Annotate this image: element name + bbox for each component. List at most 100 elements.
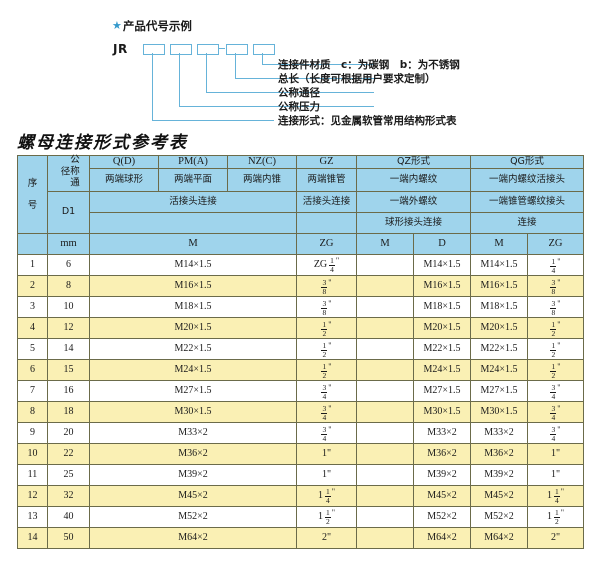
spec-table-body: 1 6 M14×1.5 ZG 1 4 " M14×1.5 M14×1.5 1 4 " 2 8 M16×1.5… xyxy=(17,254,584,550)
row-qz-m xyxy=(356,338,414,361)
row-qg-zg: 1 1 4 " xyxy=(527,485,584,508)
header-group-qd: Q(D) xyxy=(89,154,159,170)
row-merged-thread: M24×1.5 xyxy=(89,359,297,382)
header-conn-qpm-nz: 活接头连接 xyxy=(89,191,297,214)
header-group-pma: PM(A) xyxy=(158,154,228,170)
row-qg-zg: 1 1 2 " xyxy=(527,506,584,529)
table-row: 2 8 M16×1.5 3 8 " M16×1.5 M16×1.5 3 8 " xyxy=(17,275,584,298)
row-qg-zg: 1" xyxy=(527,464,584,487)
header-nominal-dia-label: 公称通径 xyxy=(58,154,80,189)
row-merged-thread: M16×1.5 xyxy=(89,275,297,298)
row-qz-m xyxy=(356,422,414,445)
product-code-diagram: ★产品代号示例 JR 连接件材质 c：为碳钢 b：为不锈钢 总长（长度可根据用户… xyxy=(0,0,600,128)
code-box-1 xyxy=(143,44,165,55)
row-nominal-dia: 12 xyxy=(47,317,90,340)
header-subconn-blank xyxy=(89,212,297,235)
row-nominal-dia: 22 xyxy=(47,443,90,466)
row-seq: 9 xyxy=(17,422,48,445)
header-unit-gz-zg: ZG xyxy=(296,233,357,256)
table-row: 14 50 M64×2 2" M64×2 M64×2 2" xyxy=(17,527,584,550)
leader-line-pressure-v xyxy=(179,53,180,106)
row-qz-m xyxy=(356,527,414,550)
code-box-5 xyxy=(253,44,275,55)
leader-line-material-h xyxy=(262,64,374,65)
header-seq: 序 号 xyxy=(17,154,48,235)
row-qg-zg: 1" xyxy=(527,443,584,466)
row-nominal-dia: 50 xyxy=(47,527,90,550)
row-merged-thread: M14×1.5 xyxy=(89,254,297,277)
page-title: 螺母连接形式参考表 xyxy=(17,133,188,153)
row-gz-zg: 1 2 " xyxy=(296,359,357,382)
row-qz-d: M30×1.5 xyxy=(413,401,471,424)
leader-line-pressure-h xyxy=(179,106,374,107)
row-qz-d: M20×1.5 xyxy=(413,317,471,340)
row-qg-zg: 3 8 " xyxy=(527,275,584,298)
product-code-prefix: JR xyxy=(113,42,128,56)
row-seq: 3 xyxy=(17,296,48,319)
table-row: 10 22 M36×2 1" M36×2 M36×2 1" xyxy=(17,443,584,466)
row-gz-zg: 1" xyxy=(296,464,357,487)
row-qg-zg: 1 4 " xyxy=(527,254,584,277)
leader-line-conn-form-v xyxy=(152,53,153,120)
row-qg-zg: 3 4 " xyxy=(527,401,584,424)
row-nominal-dia: 14 xyxy=(47,338,90,361)
row-gz-zg: 1" xyxy=(296,443,357,466)
row-merged-thread: M45×2 xyxy=(89,485,297,508)
header-group-qz: QZ形式 xyxy=(356,154,471,170)
product-code-heading-text: 产品代号示例 xyxy=(122,19,192,33)
header-row-subconn: 球形接头连接 连接 xyxy=(18,212,584,235)
row-qg-zg: 1 2 " xyxy=(527,359,584,382)
row-merged-thread: M52×2 xyxy=(89,506,297,529)
header-unit-qg-zg: ZG xyxy=(527,233,584,256)
row-qg-m: M18×1.5 xyxy=(470,296,528,319)
row-qz-m xyxy=(356,317,414,340)
header-seq-char2: 号 xyxy=(27,200,38,212)
row-qg-zg: 3 4 " xyxy=(527,422,584,445)
row-merged-thread: M33×2 xyxy=(89,422,297,445)
row-seq: 4 xyxy=(17,317,48,340)
row-qz-d: M24×1.5 xyxy=(413,359,471,382)
row-qg-zg: 1 2 " xyxy=(527,338,584,361)
row-qz-m xyxy=(356,359,414,382)
row-nominal-dia: 40 xyxy=(47,506,90,529)
table-row: 6 15 M24×1.5 1 2 " M24×1.5 M24×1.5 1 2 " xyxy=(17,359,584,382)
row-qz-d: M52×2 xyxy=(413,506,471,529)
table-row: 1 6 M14×1.5 ZG 1 4 " M14×1.5 M14×1.5 1 4 " xyxy=(17,254,584,277)
header-row-codes: 序 号 公称通径 Q(D) PM(A) NZ(C) GZ QZ形式 QG形式 xyxy=(17,154,584,235)
row-seq: 1 xyxy=(17,254,48,277)
row-gz-zg: 1 2 " xyxy=(296,317,357,340)
header-unit-qz-m: M xyxy=(356,233,414,256)
header-row-endtypes: 两端球形 两端平面 两端内锥 两端锥管 一端内螺纹 一端内螺纹活接头 xyxy=(18,168,584,193)
row-merged-thread: M20×1.5 xyxy=(89,317,297,340)
table-row: 11 25 M39×2 1" M39×2 M39×2 1" xyxy=(17,464,584,487)
header-row-conn: D1 活接头连接 活接头连接 一端外螺纹 一端锥管螺纹接头 xyxy=(18,191,584,235)
header-subconn-qg: 连接 xyxy=(470,212,584,235)
row-qz-d: M27×1.5 xyxy=(413,380,471,403)
header-endtype-gz: 两端锥管 xyxy=(296,168,357,193)
header-endtype-qg: 一端内螺纹活接头 xyxy=(470,168,584,193)
row-qg-m: M45×2 xyxy=(470,485,528,508)
header-group-nzc: NZ(C) xyxy=(227,154,297,170)
row-qz-m xyxy=(356,485,414,508)
legend-total-length: 总长（长度可根据用户要求定制） xyxy=(278,73,436,85)
header-conn-qg: 一端锥管螺纹接头 xyxy=(470,191,584,214)
row-qz-d: M18×1.5 xyxy=(413,296,471,319)
row-qz-d: M33×2 xyxy=(413,422,471,445)
header-subconn-qz: 球形接头连接 xyxy=(356,212,471,235)
row-gz-zg: 1 2 " xyxy=(296,338,357,361)
leader-line-material-v xyxy=(262,53,263,64)
legend-nominal-press: 公称压力 xyxy=(278,101,320,113)
row-qg-m: M22×1.5 xyxy=(470,338,528,361)
row-qz-d: M39×2 xyxy=(413,464,471,487)
row-gz-zg: 3 8 " xyxy=(296,296,357,319)
row-merged-thread: M22×1.5 xyxy=(89,338,297,361)
spec-table: 序 号 公称通径 Q(D) PM(A) NZ(C) GZ QZ形式 QG形式 两… xyxy=(17,154,584,550)
header-unit-qz-d: D xyxy=(413,233,471,256)
code-box-2 xyxy=(170,44,192,55)
row-qz-m xyxy=(356,275,414,298)
row-seq: 14 xyxy=(17,527,48,550)
row-seq: 2 xyxy=(17,275,48,298)
row-qz-m xyxy=(356,464,414,487)
row-seq: 5 xyxy=(17,338,48,361)
header-conn-qz: 一端外螺纹 xyxy=(356,191,471,214)
